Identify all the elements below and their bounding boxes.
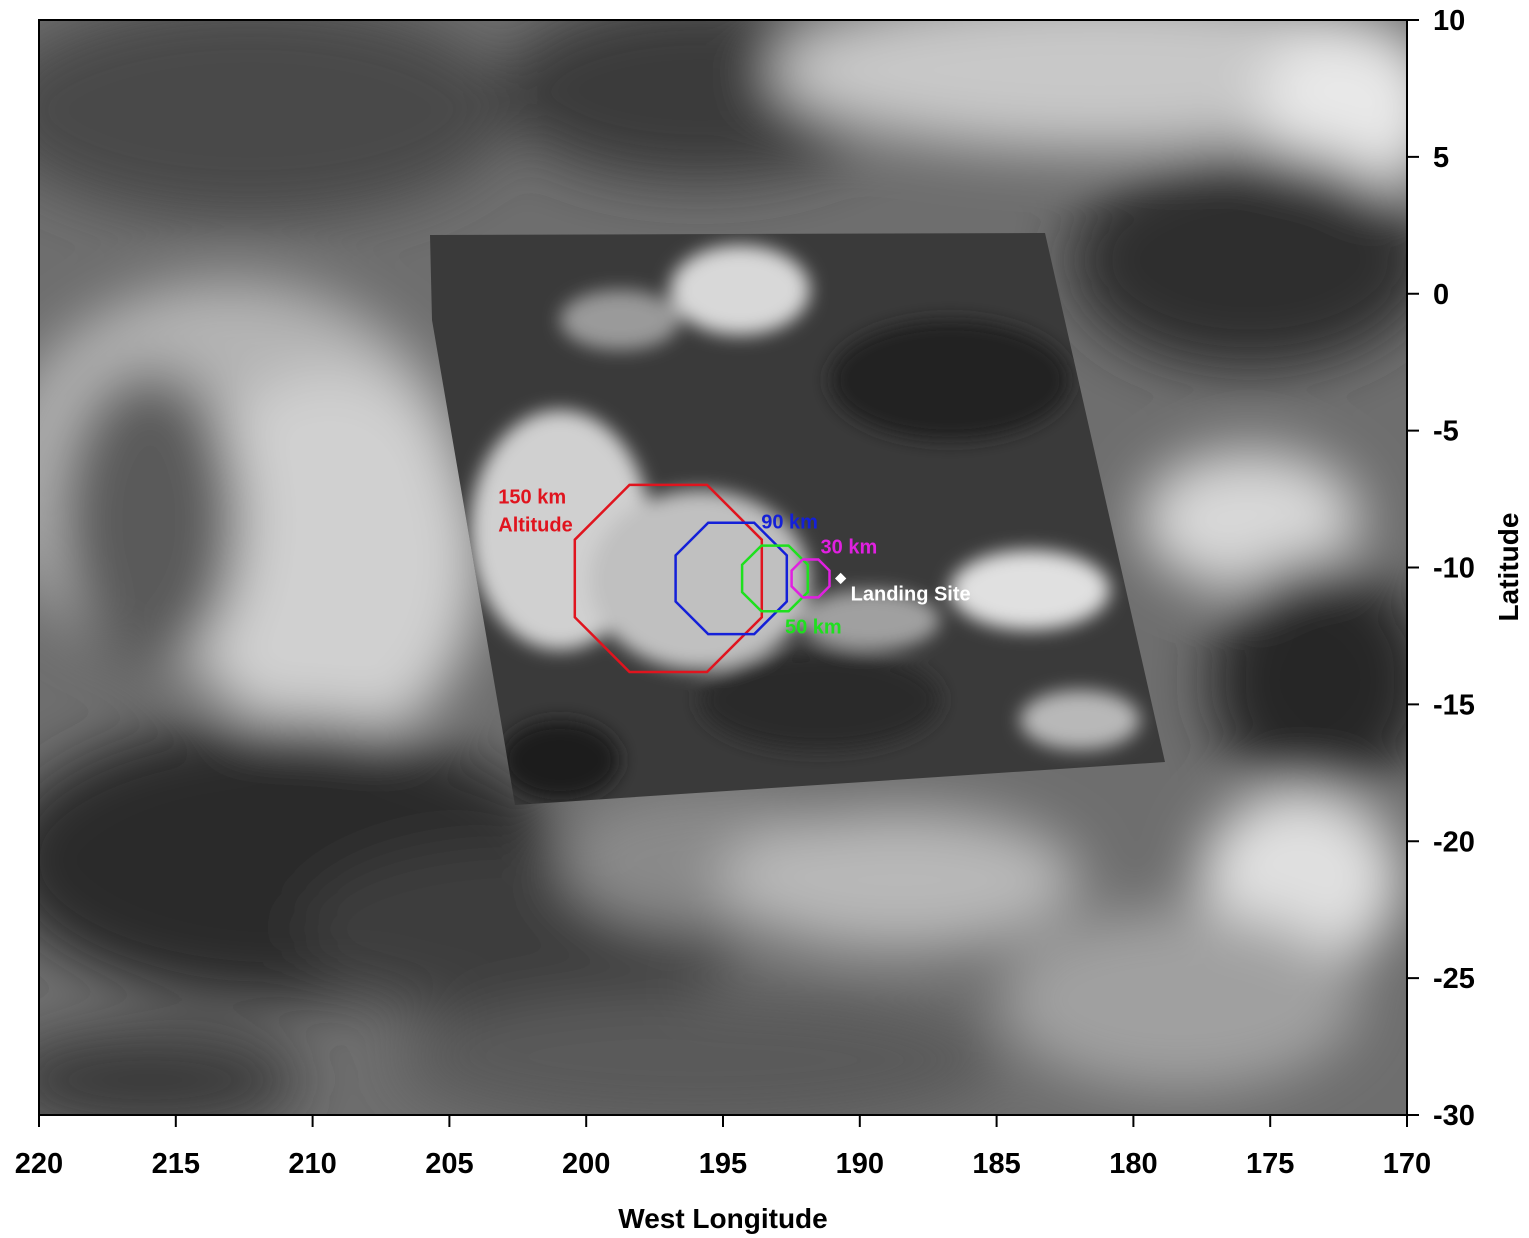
y-tick-label: -5	[1433, 416, 1459, 448]
y-axis-title: Latitude	[1493, 513, 1524, 622]
x-axis: 220 215 210 205 200 195 190 185 180 175 170	[15, 1115, 1431, 1180]
footprint-label: Altitude	[498, 514, 572, 536]
footprint-layer	[573, 483, 831, 674]
footprint-label: 150 km	[498, 486, 566, 508]
landing-site-marker	[834, 572, 847, 585]
x-tick-label: 215	[152, 1148, 200, 1180]
footprint-label: 30 km	[821, 536, 878, 558]
y-tick-label: -30	[1433, 1100, 1475, 1132]
y-tick-label: 10	[1433, 5, 1465, 37]
footprint-octagon	[790, 558, 831, 599]
x-tick-label: 205	[425, 1148, 473, 1180]
y-tick-label: 0	[1433, 279, 1449, 311]
y-tick-label: -10	[1433, 553, 1475, 585]
footprint-octagon	[740, 544, 810, 613]
footprint-octagon	[573, 483, 764, 674]
x-tick-label: 220	[15, 1148, 63, 1180]
x-tick-label: 195	[699, 1148, 747, 1180]
y-tick-label: -20	[1433, 826, 1475, 858]
x-tick-label: 180	[1109, 1148, 1157, 1180]
x-tick-label: 175	[1246, 1148, 1294, 1180]
x-tick-label: 185	[972, 1148, 1020, 1180]
y-tick-label: -25	[1433, 963, 1475, 995]
x-axis-title: West Longitude	[618, 1203, 827, 1234]
footprint-label: 50 km	[785, 616, 842, 638]
surface-mosaic-image	[39, 20, 1407, 1115]
footprint-label: 90 km	[761, 511, 818, 533]
y-axis: 10 5 0 -5 -10 -15 -20 -25 -30	[1407, 5, 1475, 1132]
x-tick-label: 190	[836, 1148, 884, 1180]
annotation-layer: 150 km Altitude 90 km 50 km 30 km Landing Sit…	[498, 486, 970, 638]
y-tick-label: 5	[1433, 142, 1449, 174]
y-tick-label: -15	[1433, 689, 1475, 721]
x-tick-label: 170	[1383, 1148, 1431, 1180]
landing-site-label: Landing Site	[851, 583, 971, 605]
x-tick-label: 210	[288, 1148, 336, 1180]
x-tick-label: 200	[562, 1148, 610, 1180]
